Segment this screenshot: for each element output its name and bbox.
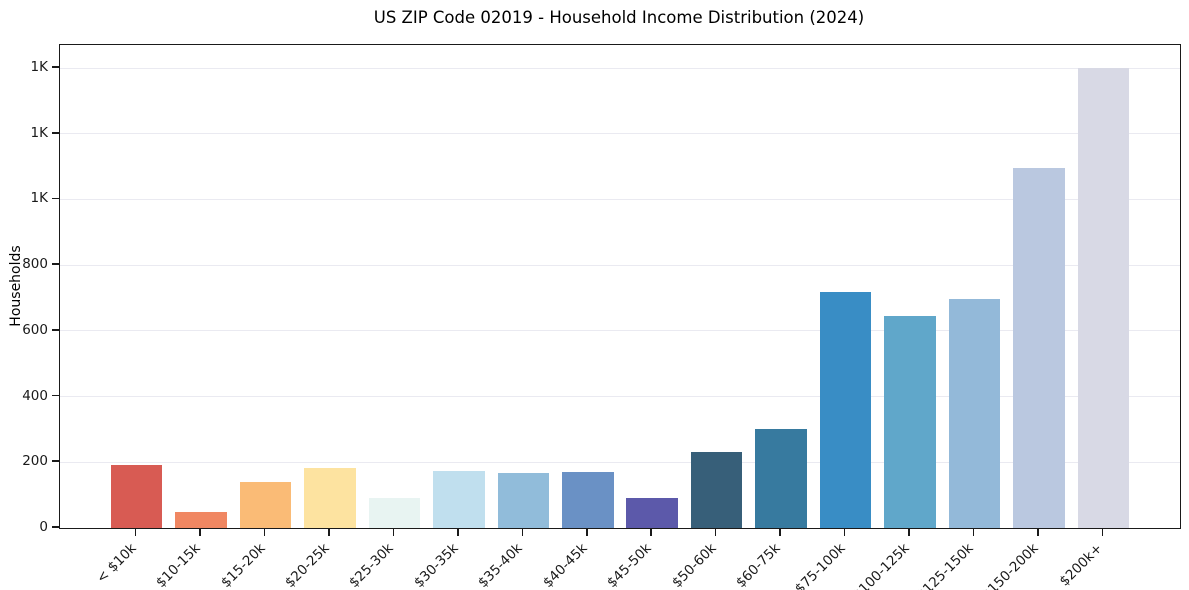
y-tick-mark — [52, 329, 59, 331]
y-tick-mark — [52, 197, 59, 200]
bar-$10-15k — [175, 511, 227, 528]
x-tick-mark — [779, 528, 781, 536]
y-tick-label: 200 — [22, 453, 48, 470]
x-tick-mark — [1037, 528, 1039, 536]
x-tick-mark — [972, 528, 975, 536]
x-tick-label: $40-45k — [539, 540, 591, 590]
x-tick-label: $25-30k — [346, 540, 398, 590]
x-tick-label: $45-50k — [604, 540, 655, 590]
x-tick-label: $200k+ — [1056, 540, 1107, 590]
x-tick-label: $35-40k — [475, 540, 526, 590]
bar-$50-60k — [690, 452, 743, 528]
x-tick-label: $50-60k — [668, 540, 720, 590]
x-tick-mark — [457, 528, 459, 536]
bar-$45-50k — [626, 498, 678, 528]
x-tick-label: $15-20k — [217, 540, 269, 590]
bar-$40-45k — [561, 471, 614, 528]
x-tick-label: $10-15k — [153, 540, 204, 590]
x-tick-mark — [843, 528, 846, 536]
y-tick-mark — [52, 263, 59, 265]
x-tick-mark — [328, 528, 330, 536]
gridline — [60, 67, 1180, 69]
bar-$125-150k — [948, 299, 1001, 528]
bar-$75-100k — [819, 292, 872, 528]
gridline — [60, 461, 1180, 463]
x-tick-label: $125-150k — [914, 540, 978, 590]
x-tick-mark — [908, 528, 910, 536]
x-tick-mark — [521, 528, 524, 536]
y-tick-label: 1K — [30, 124, 48, 141]
y-tick-mark — [52, 131, 59, 134]
y-tick-label: 1K — [30, 190, 48, 207]
y-tick-mark — [52, 526, 59, 528]
gridline — [60, 396, 1180, 398]
y-tick-label: 0 — [39, 519, 48, 535]
y-tick-mark — [52, 460, 59, 463]
y-tick-label: 800 — [22, 256, 48, 273]
x-tick-mark — [199, 528, 201, 536]
bar-$100-125k — [884, 316, 936, 528]
x-tick-mark — [1101, 528, 1104, 536]
bar-$15-20k — [239, 482, 292, 528]
x-tick-label: $30-35k — [410, 540, 462, 590]
bar-$25-30k — [368, 498, 421, 528]
y-tick-mark — [52, 66, 59, 68]
x-tick-mark — [714, 528, 717, 536]
y-tick-mark — [52, 394, 59, 397]
y-tick-label: 400 — [22, 387, 48, 404]
y-tick-label: 600 — [22, 321, 48, 338]
bar-$200k+ — [1077, 68, 1130, 528]
bar-< $10k — [110, 464, 163, 528]
x-tick-label: $75-100k — [791, 540, 849, 590]
x-tick-mark — [134, 528, 137, 536]
x-tick-label: < $10k — [93, 540, 140, 587]
x-tick-mark — [650, 528, 653, 536]
gridline — [60, 198, 1180, 200]
bar-$20-25k — [304, 467, 356, 528]
x-tick-mark — [263, 528, 266, 536]
gridline — [60, 133, 1180, 135]
x-tick-label: $20-25k — [281, 540, 333, 590]
bar-$30-35k — [433, 470, 485, 528]
x-tick-label: $150-200k — [978, 540, 1042, 590]
x-tick-mark — [585, 528, 588, 536]
bar-$60-75k — [755, 429, 807, 528]
chart-title: US ZIP Code 02019 - Household Income Dis… — [373, 8, 865, 27]
plot-area — [59, 44, 1181, 529]
bar-$150-200k — [1013, 167, 1065, 528]
bar-$35-40k — [497, 472, 550, 528]
x-tick-label: $100-125k — [849, 540, 913, 590]
x-tick-mark — [392, 528, 395, 536]
gridline — [60, 264, 1180, 266]
y-tick-label: 1K — [30, 59, 48, 75]
x-tick-label: $60-75k — [733, 540, 784, 590]
gridline — [60, 330, 1180, 332]
